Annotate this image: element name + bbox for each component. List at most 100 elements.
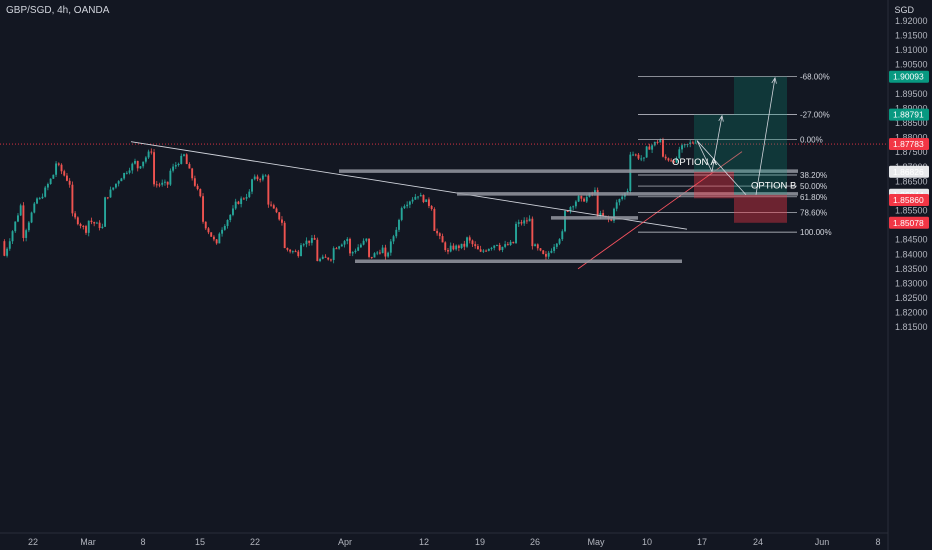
candle-body [593,190,596,194]
candle-body [33,203,36,213]
candle-body [517,222,520,224]
candle-body [150,151,153,153]
candle-body [602,213,605,216]
profit-zone [734,76,787,195]
candle-body [585,196,588,202]
price-tag [889,165,929,178]
y-tick-label: 1.84500 [895,235,928,245]
y-tick-label: 1.85500 [895,206,928,216]
price-tag-label: 1.88791 [893,110,924,120]
candle-body [267,175,270,205]
y-tick-label: 1.92000 [895,16,928,26]
candle-body [683,144,686,146]
candle-body [221,229,224,234]
candle-body [196,185,199,190]
candle-body [378,252,381,254]
candle-body [310,238,313,243]
candle-body [245,197,248,199]
candle-body [648,146,651,150]
candle-body [599,213,602,216]
candle-body [626,191,629,193]
candle-body [346,238,349,242]
candle-body [291,251,294,253]
candle-body [651,145,654,150]
candle-body [286,248,289,250]
candle-body [672,160,675,163]
candle-body [577,195,580,202]
candle-body [14,221,17,232]
candle-body [618,199,621,203]
candle-body [425,199,428,203]
candle-body [444,242,447,251]
y-tick-label: 1.82000 [895,308,928,318]
candle-body [359,244,362,248]
candle-body [242,198,245,200]
option-b-label: OPTION B [751,180,796,191]
y-tick-label: 1.84000 [895,249,928,259]
x-tick-label: 22 [28,537,38,547]
loss-zone [734,194,787,223]
candle-body [11,231,14,242]
candle-body [142,161,145,167]
candle-body [74,213,77,218]
currency-label: SGD [894,5,914,15]
candle-body [136,160,139,169]
candle-body [354,250,357,253]
candle-body [204,221,207,229]
candle-body [95,222,98,224]
candle-body [496,244,498,246]
fib-level-label: -68.00% [800,73,830,82]
candle-body [466,237,468,247]
candle-body [98,222,101,228]
candle-body [104,197,107,227]
projection-arrow [711,115,723,172]
candle-body [550,250,553,253]
candle-body [128,170,131,173]
candle-body [283,222,286,249]
candle-body [534,244,537,247]
y-tick-label: 1.88500 [895,118,928,128]
candle-body [395,229,398,237]
candle-body [93,222,96,224]
candle-body [188,164,191,169]
candle-body [123,172,126,179]
candle-body [302,244,305,246]
candle-body [403,206,406,209]
candle-body [368,238,371,257]
x-tick-label: 12 [419,537,429,547]
price-tag-label: 1.85078 [893,218,924,228]
candle-body [131,163,134,171]
candle-body [564,210,566,232]
candle-body [547,252,550,257]
candle-body [22,205,25,238]
candle-body [112,187,115,190]
candle-body [373,253,376,258]
candle-body [406,204,409,207]
candle-body [662,139,664,157]
fib-level-label: 78.60% [800,208,827,217]
x-tick-label: 8 [875,537,880,547]
candle-body [85,226,87,233]
fib-level-label: 61.80% [800,193,827,202]
candle-body [240,198,243,204]
candle-body [281,219,283,223]
candle-body [180,155,183,164]
x-tick-label: 22 [250,537,260,547]
candle-body [193,178,196,186]
candle-body [479,249,482,252]
candle-body [215,239,218,244]
candle-body [185,154,188,165]
candle-body [501,246,504,251]
y-tick-label: 1.91500 [895,31,928,41]
candle-body [686,143,689,145]
y-tick-label: 1.82500 [895,293,928,303]
price-tag [889,70,929,83]
candle-body [613,208,615,221]
candle-body [106,197,109,199]
candle-body [153,152,155,185]
fib-level-label: 100.00% [800,228,832,237]
candle-body [63,171,66,176]
candle-body [256,176,259,180]
candle-body [637,154,640,159]
